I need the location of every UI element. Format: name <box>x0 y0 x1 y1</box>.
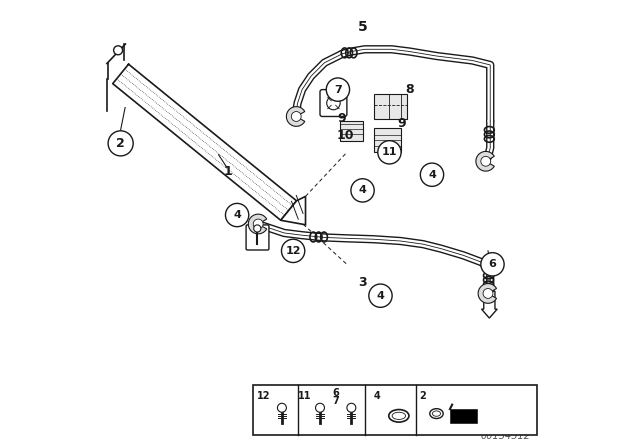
Circle shape <box>282 239 305 263</box>
Ellipse shape <box>388 409 409 422</box>
Circle shape <box>369 284 392 307</box>
Text: 10: 10 <box>337 129 354 142</box>
Wedge shape <box>476 151 494 171</box>
Polygon shape <box>281 196 305 225</box>
Text: 7: 7 <box>332 396 339 406</box>
Circle shape <box>316 403 324 412</box>
Circle shape <box>253 219 263 229</box>
Text: 00154512: 00154512 <box>481 431 531 441</box>
Text: 11: 11 <box>298 391 311 401</box>
Ellipse shape <box>430 409 444 418</box>
Circle shape <box>253 225 261 232</box>
Wedge shape <box>287 107 305 126</box>
Circle shape <box>108 131 133 156</box>
Circle shape <box>351 179 374 202</box>
Bar <box>340 121 362 141</box>
Text: 4: 4 <box>376 291 385 301</box>
FancyArrow shape <box>481 291 497 318</box>
Text: 4: 4 <box>233 210 241 220</box>
Text: 9: 9 <box>397 116 406 130</box>
Wedge shape <box>248 214 267 234</box>
Circle shape <box>481 253 504 276</box>
Text: 2: 2 <box>419 391 426 401</box>
Bar <box>253 385 538 435</box>
Ellipse shape <box>392 412 406 419</box>
Ellipse shape <box>433 411 440 416</box>
Text: 12: 12 <box>285 246 301 256</box>
Text: 4: 4 <box>428 170 436 180</box>
Circle shape <box>378 141 401 164</box>
Circle shape <box>347 403 356 412</box>
Text: 11: 11 <box>381 147 397 157</box>
Text: 2: 2 <box>116 137 125 150</box>
Bar <box>374 128 401 152</box>
Text: 5: 5 <box>358 20 367 34</box>
Text: 3: 3 <box>358 276 367 289</box>
Bar <box>450 409 477 422</box>
FancyBboxPatch shape <box>320 90 347 116</box>
Circle shape <box>420 163 444 186</box>
Circle shape <box>326 78 349 101</box>
Text: 12: 12 <box>257 391 271 401</box>
Bar <box>374 94 407 119</box>
Text: 4: 4 <box>374 391 380 401</box>
Text: 8: 8 <box>405 83 414 96</box>
Circle shape <box>481 156 491 166</box>
Circle shape <box>278 403 287 412</box>
Circle shape <box>291 112 301 121</box>
Text: 7: 7 <box>334 85 342 95</box>
Text: 9: 9 <box>337 112 346 125</box>
Text: 6: 6 <box>332 388 339 397</box>
Text: 6: 6 <box>488 259 497 269</box>
Circle shape <box>225 203 249 227</box>
Circle shape <box>326 96 340 110</box>
Text: 4: 4 <box>358 185 367 195</box>
Wedge shape <box>478 284 497 303</box>
Circle shape <box>483 289 493 298</box>
Circle shape <box>114 46 123 55</box>
FancyBboxPatch shape <box>246 225 269 250</box>
Text: 1: 1 <box>224 164 232 178</box>
